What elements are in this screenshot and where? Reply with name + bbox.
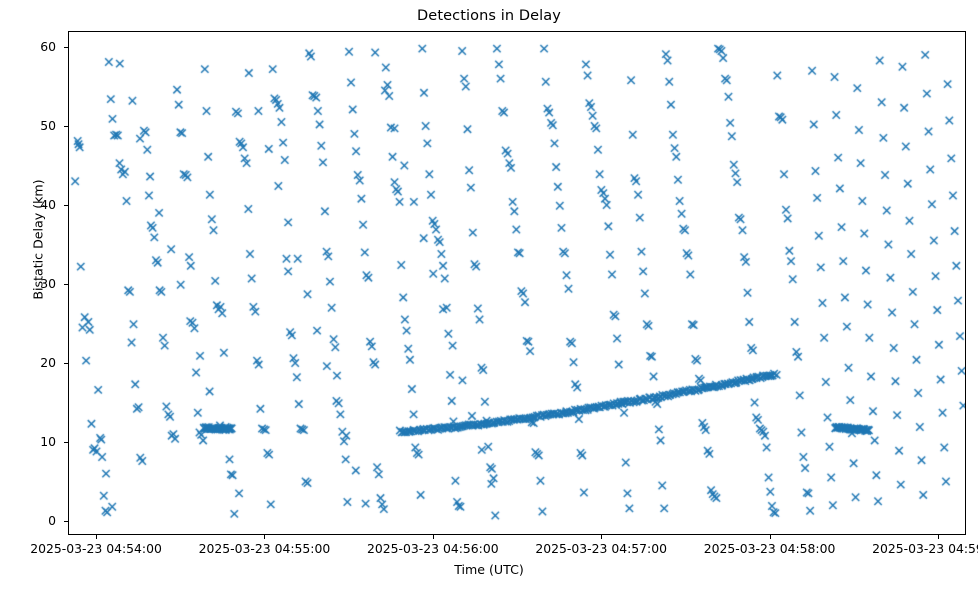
- x-tick-label: 2025-03-23 04:55:00: [198, 541, 331, 556]
- y-tick-label: 40: [40, 196, 56, 212]
- x-tick-label: 2025-03-23 04:58:00: [703, 541, 836, 556]
- y-tick-mark: [64, 441, 68, 443]
- y-tick-mark: [64, 283, 68, 285]
- y-tick-label: 30: [40, 275, 56, 291]
- y-tick-label: 0: [48, 512, 56, 528]
- y-tick-label: 20: [40, 354, 56, 370]
- x-tick-mark: [264, 535, 266, 539]
- y-tick-mark: [64, 125, 68, 127]
- x-tick-label: 2025-03-23 04:56:00: [367, 541, 499, 556]
- y-tick-label: 10: [40, 433, 56, 449]
- chart-title: Detections in Delay: [417, 8, 561, 24]
- y-tick-label: 60: [40, 38, 56, 54]
- y-tick-mark: [64, 520, 68, 522]
- y-tick-label: 50: [40, 117, 56, 133]
- scatter-plot-canvas: [69, 32, 965, 534]
- x-tick-mark: [769, 535, 771, 539]
- x-tick-label: 2025-03-23 04:54:00: [30, 541, 162, 556]
- x-axis-label: Time (UTC): [454, 562, 524, 577]
- y-axis-label: Bistatic Delay (km): [30, 179, 46, 300]
- plot-axes: [68, 31, 966, 535]
- x-tick-mark: [937, 535, 939, 539]
- x-tick-mark: [96, 535, 98, 539]
- x-tick-label: 2025-03-23 04:57:00: [535, 541, 667, 556]
- y-tick-mark: [64, 362, 68, 364]
- y-tick-mark: [64, 46, 68, 48]
- y-tick-mark: [64, 204, 68, 206]
- x-tick-label: 2025-03-23 04:59:00: [872, 541, 978, 556]
- x-tick-mark: [601, 535, 603, 539]
- x-tick-mark: [432, 535, 434, 539]
